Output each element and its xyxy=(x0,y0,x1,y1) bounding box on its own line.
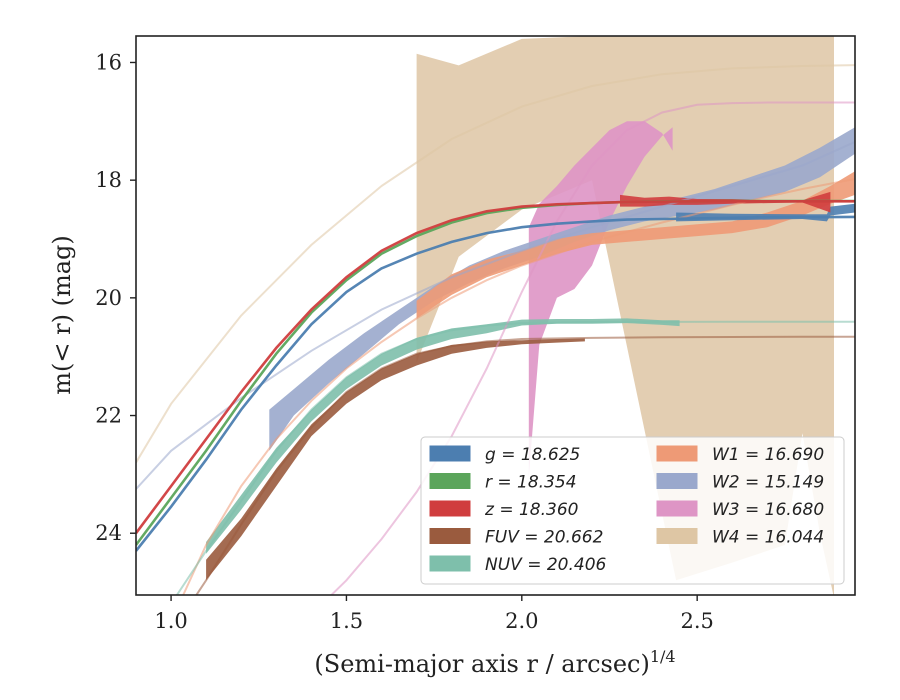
y-tick-label: 20 xyxy=(95,286,122,310)
model-curve-g xyxy=(136,215,855,552)
legend-label-w4: W4 = 16.044 xyxy=(712,528,824,548)
x-axis-label: (Semi-major axis r / arcsec)1/4 xyxy=(314,647,675,678)
model-curve-z xyxy=(136,200,855,534)
model-curve-w3 xyxy=(329,101,855,595)
legend-label-w1: W1 = 16.690 xyxy=(712,445,824,465)
x-axis-ticks: 1.0 1.5 2.0 2.5 xyxy=(154,595,714,633)
y-tick-label: 22 xyxy=(95,404,122,428)
legend: g = 18.625 r = 18.354 z = 18.360 FUV = 20.6… xyxy=(420,436,845,585)
legend-swatch-nuv xyxy=(429,555,471,572)
legend-swatch-g xyxy=(429,445,471,462)
x-tick-label: 1.0 xyxy=(154,609,187,633)
legend-label-r: r = 18.354 xyxy=(485,473,577,493)
band-w2 xyxy=(269,127,855,451)
legend-frame xyxy=(420,436,845,585)
legend-swatch-w4 xyxy=(656,528,698,544)
model-curves xyxy=(136,64,855,595)
x-tick-label: 2.5 xyxy=(680,609,713,633)
y-tick-label: 18 xyxy=(95,168,122,192)
legend-label-w2: W2 = 15.149 xyxy=(712,473,824,493)
legend-label-w3: W3 = 16.680 xyxy=(712,500,824,520)
legend-swatch-w3 xyxy=(656,500,698,517)
legend-label-z: z = 18.360 xyxy=(484,500,578,520)
legend-label-g: g = 18.625 xyxy=(485,445,580,465)
x-axis-label-superscript: 1/4 xyxy=(650,647,676,666)
legend-label-nuv: NUV = 20.406 xyxy=(485,555,607,575)
y-axis-label: m(< r) (mag) xyxy=(48,235,76,394)
y-tick-label: 16 xyxy=(95,50,122,74)
x-tick-label: 2.0 xyxy=(505,609,538,633)
legend-swatch-z xyxy=(429,500,471,517)
legend-swatch-fuv xyxy=(429,528,471,544)
legend-swatch-w1 xyxy=(656,445,698,462)
model-curve-w4 xyxy=(136,64,855,464)
legend-label-fuv: FUV = 20.662 xyxy=(485,528,603,548)
model-curve-fuv xyxy=(195,335,855,595)
y-tick-label: 24 xyxy=(95,521,122,545)
x-axis-label-text: (Semi-major axis r / arcsec) xyxy=(314,650,649,678)
model-curve-nuv xyxy=(175,320,855,595)
legend-swatch-r xyxy=(429,473,471,489)
plot-frame xyxy=(135,35,856,596)
x-tick-label: 1.5 xyxy=(330,609,363,633)
y-axis-ticks: 16 18 20 22 24 xyxy=(95,50,136,545)
model-curve-w1 xyxy=(182,178,855,595)
legend-swatch-w2 xyxy=(656,473,698,489)
